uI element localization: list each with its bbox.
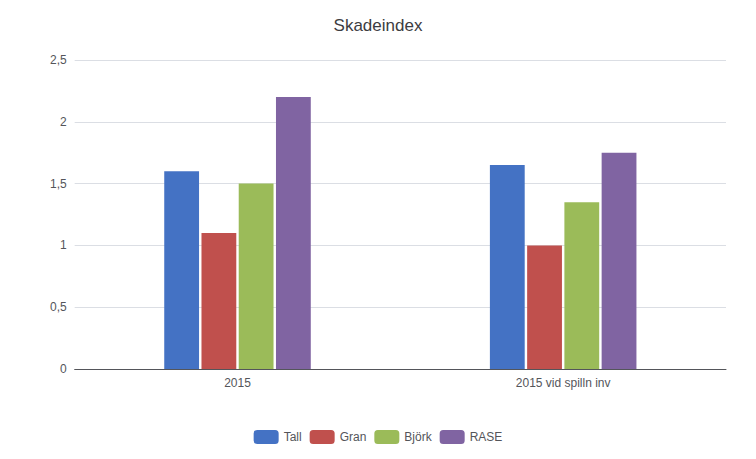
svg-text:1: 1 <box>60 238 67 252</box>
svg-text:Tall: Tall <box>284 430 302 444</box>
svg-text:2: 2 <box>60 115 67 129</box>
svg-text:0: 0 <box>60 362 67 376</box>
svg-text:2015: 2015 <box>224 376 251 390</box>
svg-text:RASE: RASE <box>470 430 503 444</box>
svg-text:2015 vid spilln inv: 2015 vid spilln inv <box>516 376 611 390</box>
svg-text:2,5: 2,5 <box>50 53 67 67</box>
svg-text:Skadeindex: Skadeindex <box>334 16 423 35</box>
svg-text:Gran: Gran <box>340 430 367 444</box>
svg-text:1,5: 1,5 <box>50 177 67 191</box>
svg-text:0,5: 0,5 <box>50 300 67 314</box>
svg-text:Björk: Björk <box>404 430 432 444</box>
